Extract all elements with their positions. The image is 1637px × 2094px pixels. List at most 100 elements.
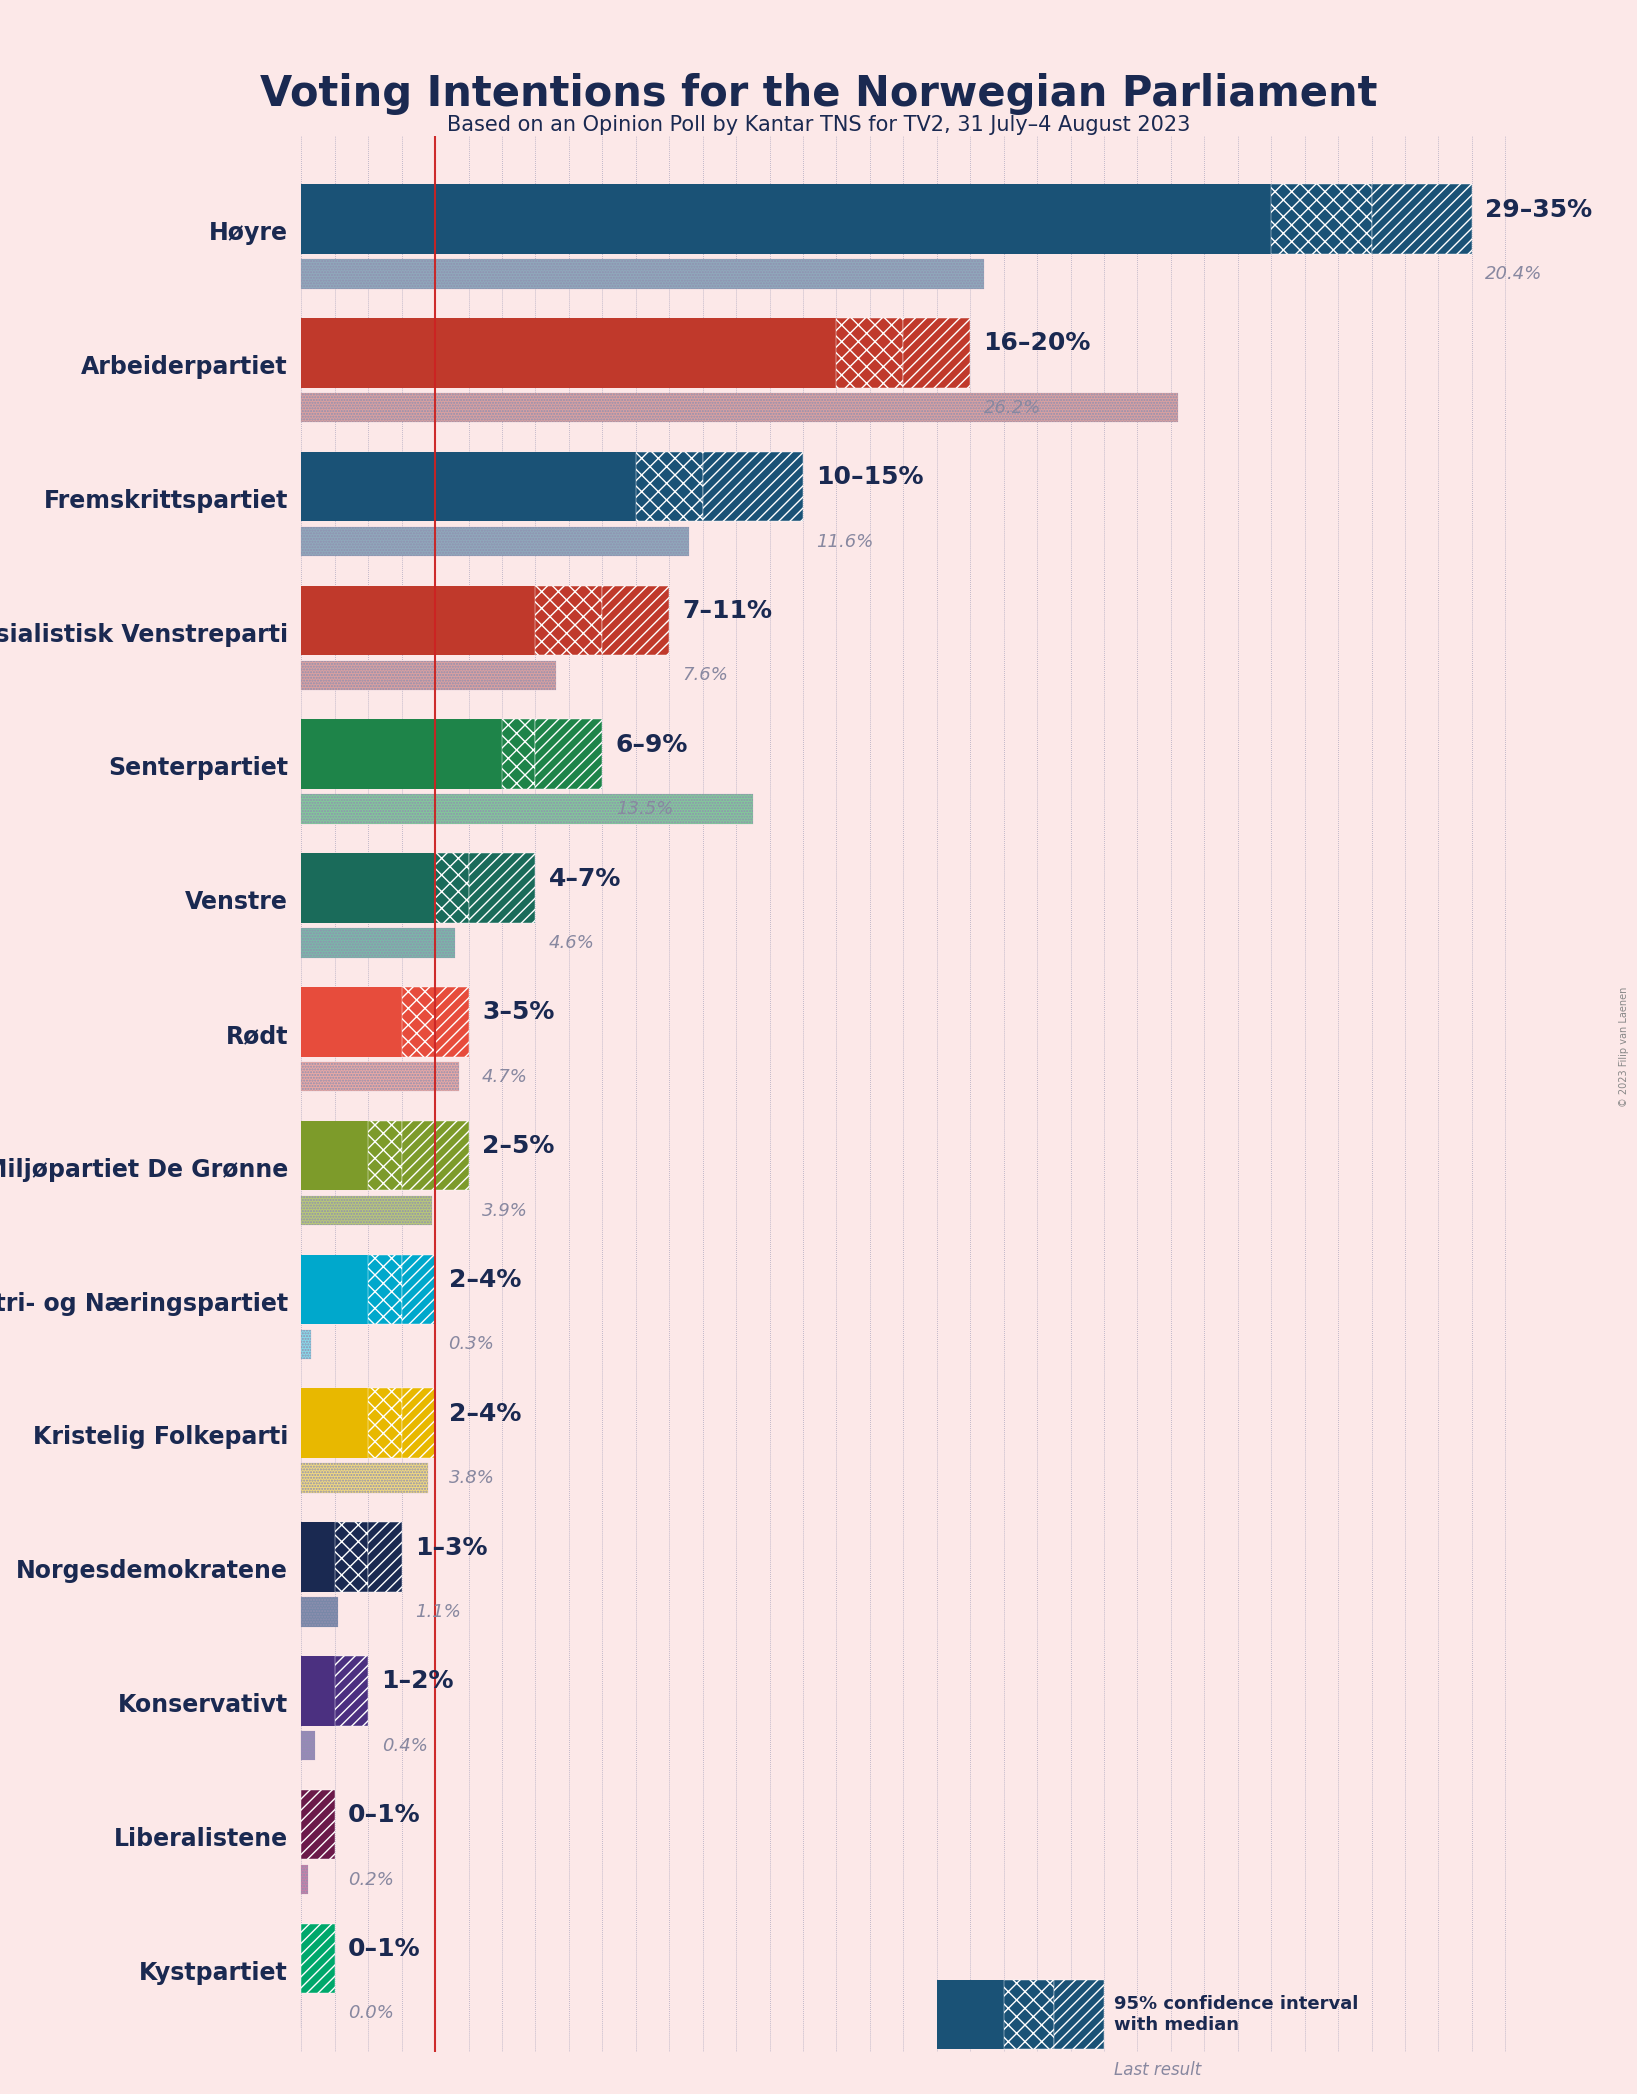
Text: Liberalistene: Liberalistene <box>115 1826 288 1851</box>
Text: 3–5%: 3–5% <box>481 1001 555 1024</box>
Text: Industri- og Næringspartiet: Industri- og Næringspartiet <box>0 1292 288 1315</box>
Text: Arbeiderpartiet: Arbeiderpartiet <box>82 354 288 379</box>
Bar <box>503 720 535 789</box>
Bar <box>301 928 455 957</box>
Bar <box>336 1656 368 1725</box>
Bar <box>1054 1979 1103 2050</box>
Text: Norgesdemokratene: Norgesdemokratene <box>16 1560 288 1583</box>
Bar <box>301 528 689 557</box>
Bar <box>702 452 804 521</box>
Text: 0.4%: 0.4% <box>381 1736 427 1755</box>
Text: 0.3%: 0.3% <box>449 1336 494 1353</box>
Text: 7.6%: 7.6% <box>683 666 728 685</box>
Bar <box>301 1196 432 1225</box>
Bar <box>301 1388 368 1457</box>
Bar <box>301 1120 368 1191</box>
Bar <box>435 852 468 923</box>
Bar <box>301 260 984 289</box>
Bar <box>301 260 984 289</box>
Bar <box>535 586 602 655</box>
Text: Voting Intentions for the Norwegian Parliament: Voting Intentions for the Norwegian Parl… <box>260 73 1377 115</box>
Bar <box>401 986 435 1057</box>
Text: Fremskrittspartiet: Fremskrittspartiet <box>44 488 288 513</box>
Text: 0–1%: 0–1% <box>349 1803 421 1828</box>
Text: 26.2%: 26.2% <box>984 398 1041 417</box>
Text: 3.9%: 3.9% <box>481 1202 527 1219</box>
Bar <box>1003 1979 1054 2050</box>
Text: 2–4%: 2–4% <box>449 1269 521 1292</box>
Bar <box>435 986 468 1057</box>
Text: 10–15%: 10–15% <box>817 465 923 490</box>
Bar <box>301 452 635 521</box>
Bar <box>401 1388 435 1457</box>
Bar <box>301 794 753 823</box>
Text: 0–1%: 0–1% <box>349 1937 421 1962</box>
Text: 3.8%: 3.8% <box>449 1470 494 1487</box>
Text: 29–35%: 29–35% <box>1485 197 1593 222</box>
Text: 4.7%: 4.7% <box>481 1068 527 1085</box>
Bar <box>301 528 689 557</box>
Bar <box>301 394 1177 423</box>
Text: 1–2%: 1–2% <box>381 1669 453 1694</box>
Bar <box>301 1866 308 1895</box>
Bar <box>301 1598 339 1627</box>
Text: 1–3%: 1–3% <box>416 1535 488 1560</box>
Bar <box>301 1196 432 1225</box>
Bar <box>301 1924 336 1993</box>
Bar <box>301 1330 311 1359</box>
Text: Høyre: Høyre <box>210 222 288 245</box>
Bar <box>301 852 435 923</box>
Text: Kristelig Folkeparti: Kristelig Folkeparti <box>33 1426 288 1449</box>
Text: 11.6%: 11.6% <box>817 532 874 551</box>
Bar <box>1372 184 1472 253</box>
Text: 4.6%: 4.6% <box>548 934 594 953</box>
Text: 6–9%: 6–9% <box>616 733 688 756</box>
Text: Konservativt: Konservativt <box>118 1692 288 1717</box>
Text: 16–20%: 16–20% <box>984 331 1090 356</box>
Bar <box>301 1732 314 1761</box>
Text: 2–5%: 2–5% <box>481 1135 555 1158</box>
Text: 1.1%: 1.1% <box>416 1602 462 1621</box>
Bar <box>301 1790 336 1859</box>
Bar <box>301 586 535 655</box>
Bar <box>336 1522 368 1591</box>
Text: Based on an Opinion Poll by Kantar TNS for TV2, 31 July–4 August 2023: Based on an Opinion Poll by Kantar TNS f… <box>447 115 1190 136</box>
Bar <box>401 1120 468 1191</box>
Text: Kystpartiet: Kystpartiet <box>139 1960 288 1985</box>
Text: 2–4%: 2–4% <box>449 1401 521 1426</box>
Bar <box>837 318 904 387</box>
Bar <box>368 1522 401 1591</box>
Bar <box>301 986 401 1057</box>
Bar <box>301 660 555 691</box>
Bar <box>301 1330 311 1359</box>
Bar <box>936 2054 1103 2084</box>
Bar <box>301 318 837 387</box>
Text: Sosialistisk Venstreparti: Sosialistisk Venstreparti <box>0 622 288 647</box>
Text: © 2023 Filip van Laenen: © 2023 Filip van Laenen <box>1619 986 1629 1108</box>
Bar <box>936 2054 1103 2084</box>
Bar <box>535 720 602 789</box>
Bar <box>301 1598 339 1627</box>
Bar <box>301 794 753 823</box>
Bar <box>401 1254 435 1323</box>
Bar <box>368 1388 401 1457</box>
Text: Senterpartiet: Senterpartiet <box>108 756 288 781</box>
Bar <box>301 1464 429 1493</box>
Bar <box>1272 184 1372 253</box>
Bar <box>301 660 555 691</box>
Text: Miljøpartiet De Grønne: Miljøpartiet De Grønne <box>0 1158 288 1181</box>
Text: 13.5%: 13.5% <box>616 800 673 819</box>
Bar <box>301 1732 314 1761</box>
Text: 20.4%: 20.4% <box>1485 266 1542 283</box>
Bar <box>904 318 971 387</box>
Bar <box>301 1866 308 1895</box>
Bar <box>301 184 1272 253</box>
Bar <box>468 852 535 923</box>
Bar <box>368 1120 401 1191</box>
Bar <box>301 928 455 957</box>
Text: 0.2%: 0.2% <box>349 1870 395 1889</box>
Bar <box>635 452 702 521</box>
Text: Last result: Last result <box>1115 2060 1202 2079</box>
Bar <box>301 1522 336 1591</box>
Bar <box>301 1062 458 1091</box>
